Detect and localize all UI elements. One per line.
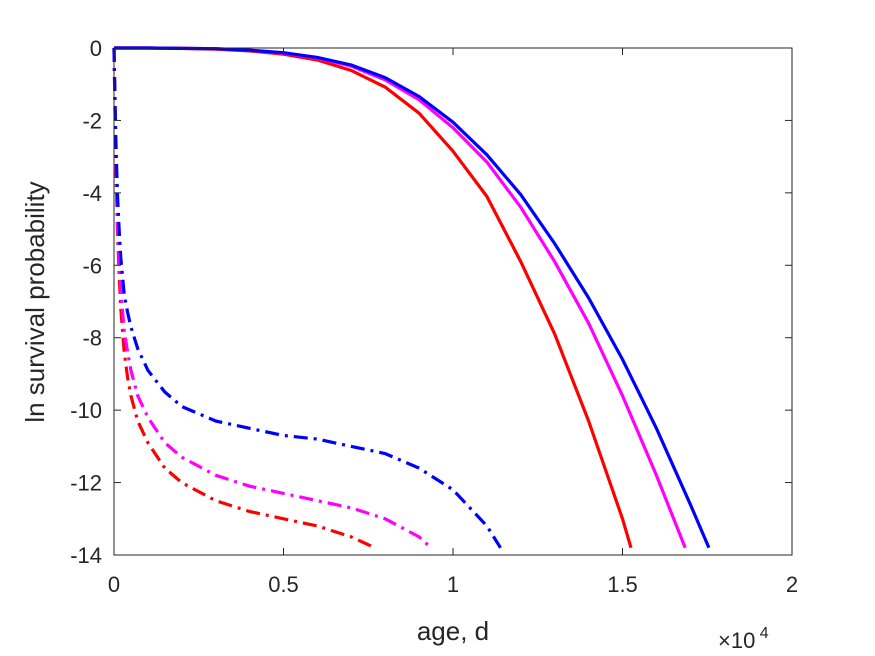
plot-area <box>114 48 792 555</box>
x-exponent-power: 4 <box>760 625 769 642</box>
y-tick-label: -8 <box>82 326 102 351</box>
y-tick-label: -6 <box>82 253 102 278</box>
x-tick-label: 0 <box>108 572 120 597</box>
x-tick-label: 0.5 <box>268 572 299 597</box>
y-tick-label: -14 <box>70 543 102 568</box>
x-tick-label: 1.5 <box>607 572 638 597</box>
y-tick-label: -2 <box>82 108 102 133</box>
y-tick-label: -10 <box>70 398 102 423</box>
series-line-3-solid <box>114 46 711 549</box>
series-line-6-dashdot <box>112 47 502 549</box>
series-line-4-dashdot <box>112 47 376 550</box>
x-tick-label: 1 <box>447 572 459 597</box>
x-exponent-base: ×10 <box>718 628 755 653</box>
x-axis-exponent: ×10 4 <box>718 625 769 653</box>
y-tick-label: -12 <box>70 471 102 496</box>
x-axis-label: age, d <box>417 616 489 646</box>
y-tick-label: 0 <box>90 36 102 61</box>
y-tick-label: -4 <box>82 181 102 206</box>
series-layer <box>112 46 711 550</box>
y-axis-label: ln survival probability <box>20 181 50 422</box>
series-line-5-dashdot <box>112 47 433 549</box>
ticks-layer: 0 0.5 1 1.5 2 0 -2 -4 -6 -8 -10 -12 -14 <box>70 36 798 597</box>
x-tick-label: 2 <box>786 572 798 597</box>
